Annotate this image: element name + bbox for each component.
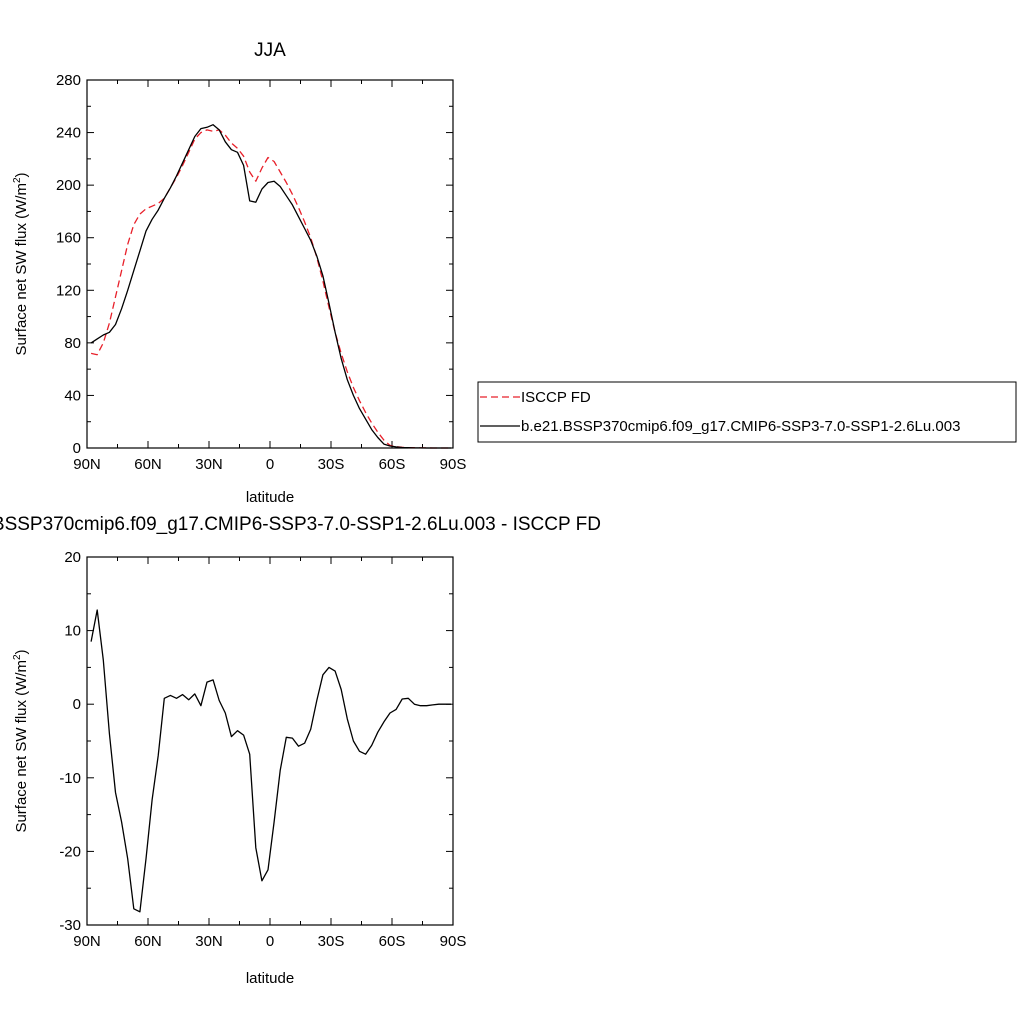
y-tick-label: 80 (64, 335, 81, 352)
x-tick-label: 60N (134, 456, 162, 473)
x-axis-label-top: latitude (246, 489, 294, 506)
x-tick-label: 0 (266, 933, 274, 950)
y-tick-label: 200 (56, 177, 81, 194)
y-tick-label: 10 (64, 623, 81, 640)
legend-box (477, 381, 1017, 443)
series-line-0-0 (90, 129, 451, 449)
x-tick-label: 90S (440, 933, 467, 950)
chart-title-top: JJA (254, 40, 286, 61)
y-tick-label: 40 (64, 387, 81, 404)
x-tick-label: 30S (318, 933, 345, 950)
y-axis-label-bottom-tail: ) (13, 649, 30, 654)
panel-top: JJA 90N 60N 30N 0 30S 60S 90S 0 40 80 120 160 200 240… (12, 40, 466, 506)
y-axis-label-top-tail: ) (13, 172, 30, 177)
x-tick-label: 0 (266, 456, 274, 473)
x-tick-label: 90N (73, 456, 101, 473)
chart-title-bottom: b.e21.BSSP370cmip6.f09_g17.CMIP6-SSP3-7.… (0, 514, 601, 535)
x-tick-label: 60S (379, 933, 406, 950)
y-tick-label: 20 (64, 549, 81, 566)
series-lines-bottom (90, 609, 451, 913)
y-axis-label-top: Surface net SW flux (W/m2) (12, 172, 30, 355)
ticks-bottom: 90N 60N 30N 0 30S 60S 90S -30 -20 -10 0 10 20 (59, 549, 466, 950)
y-tick-label: -10 (59, 770, 81, 787)
x-tick-label: 30S (318, 456, 345, 473)
series-line-0-1 (90, 124, 451, 449)
y-tick-label: 240 (56, 125, 81, 142)
y-tick-label: 280 (56, 72, 81, 89)
legend: ISCCP FD b.e21.BSSP370cmip6.f09_g17.CMIP… (477, 381, 1017, 443)
plot-frame-bottom (86, 556, 454, 926)
ticks-top: 90N 60N 30N 0 30S 60S 90S 0 40 80 120 160 200 240 280 (56, 72, 466, 473)
y-tick-label: 120 (56, 282, 81, 299)
y-axis-label-top-main: Surface net SW flux (W/m (13, 183, 30, 356)
legend-label-model: b.e21.BSSP370cmip6.f09_g17.CMIP6-SSP3-7.… (521, 418, 960, 435)
series-line-1-0 (90, 609, 451, 913)
panel-bottom: b.e21.BSSP370cmip6.f09_g17.CMIP6-SSP3-7.… (0, 514, 601, 987)
y-tick-label: 0 (73, 696, 81, 713)
y-tick-label: -20 (59, 843, 81, 860)
x-tick-label: 60S (379, 456, 406, 473)
y-tick-label: 160 (56, 230, 81, 247)
plot-frame-top (86, 79, 454, 449)
x-tick-label: 30N (195, 933, 223, 950)
y-axis-label-bottom-sup: 2 (12, 654, 23, 660)
legend-label-isccp: ISCCP FD (521, 389, 591, 406)
x-tick-label: 60N (134, 933, 162, 950)
x-tick-label: 90S (440, 456, 467, 473)
x-tick-label: 30N (195, 456, 223, 473)
x-tick-label: 90N (73, 933, 101, 950)
x-axis-label-bottom: latitude (246, 970, 294, 987)
series-lines-top (90, 124, 451, 449)
y-axis-label-bottom: Surface net SW flux (W/m2) (12, 649, 30, 832)
y-axis-label-bottom-main: Surface net SW flux (W/m (13, 660, 30, 833)
y-tick-label: 0 (73, 440, 81, 457)
y-axis-label-top-sup: 2 (12, 177, 23, 183)
y-tick-label: -30 (59, 917, 81, 934)
